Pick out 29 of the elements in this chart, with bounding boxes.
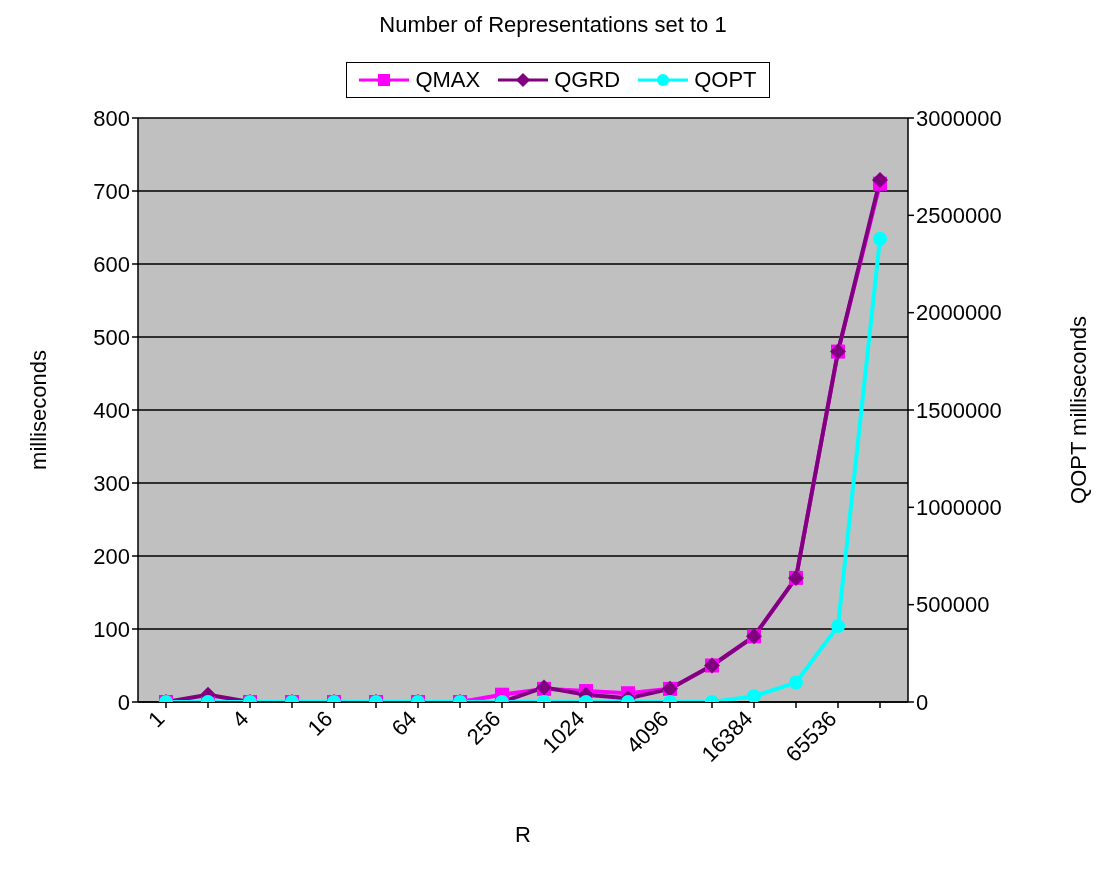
x-tick-label: 256 <box>461 705 506 750</box>
legend-label: QMAX <box>414 67 481 93</box>
x-tick-label: 1 <box>143 705 170 733</box>
point <box>872 172 888 189</box>
y2-tick-label: 2000000 <box>916 300 1002 326</box>
x-tick-label: 64 <box>386 705 422 741</box>
chart-title: Number of Representations set to 1 <box>378 12 728 39</box>
y-tick-label: 300 <box>93 470 130 496</box>
y-tick-label: 0 <box>117 689 130 715</box>
y-tick-label: 700 <box>93 178 130 204</box>
y2-tick-label: 500000 <box>916 592 990 618</box>
x-tick-label: 16 <box>302 705 338 741</box>
y-tick-label: 100 <box>93 616 130 642</box>
y-tick-label: 500 <box>93 324 130 350</box>
y-tick-label: 400 <box>93 397 130 423</box>
legend-label: QOPT <box>693 67 757 93</box>
x-tick-label: 4 <box>227 705 254 733</box>
y-tick-label: 800 <box>93 105 130 131</box>
y-tick-label: 200 <box>93 543 130 569</box>
y2-tick-label: 2500000 <box>916 203 1002 229</box>
y2-tick-label: 0 <box>916 689 929 715</box>
y2-tick-label: 1000000 <box>916 495 1002 521</box>
legend-label: QGRD <box>553 67 621 93</box>
y-axis-title: milliseconds <box>25 350 51 470</box>
y2-tick-label: 1500000 <box>916 397 1002 423</box>
x-axis-title: R <box>515 822 531 847</box>
y-tick-label: 600 <box>93 251 130 277</box>
y2-axis-title: QOPT milliseconds <box>1065 316 1091 504</box>
y2-tick-label: 3000000 <box>916 105 1002 131</box>
